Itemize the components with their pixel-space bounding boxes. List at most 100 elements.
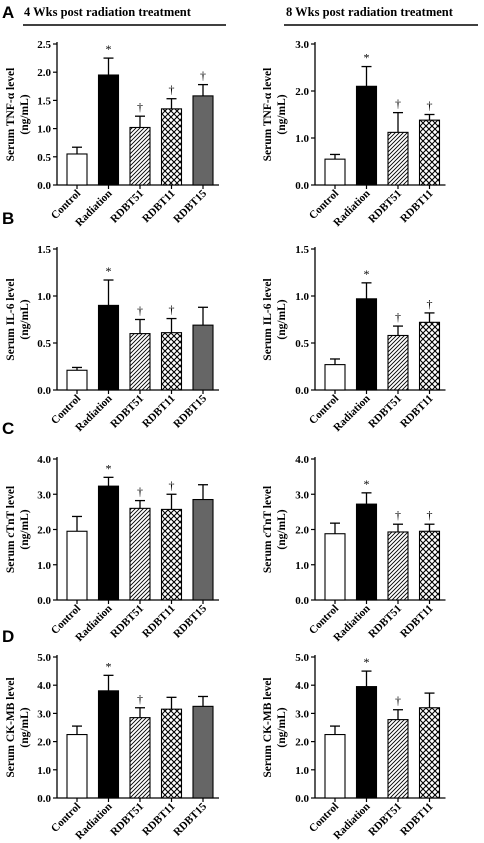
category-label: RDBT51: [108, 801, 146, 839]
bar: [192, 498, 214, 601]
significance-marker: †: [427, 297, 433, 311]
bar: [418, 530, 441, 601]
category-label: RDBT11: [140, 393, 177, 430]
y-axis-label: Serum IL-6 level: [262, 278, 274, 360]
y-tick-label: 2.0: [295, 86, 309, 98]
category-label: RDBT11: [398, 393, 435, 430]
category-label: RDBT51: [108, 393, 146, 431]
category-label: RDBT15: [171, 602, 209, 640]
y-tick-label: 1.0: [295, 291, 309, 303]
y-tick-label: 0.0: [295, 180, 309, 192]
panel-letter: D: [2, 627, 14, 646]
y-tick-label: 1.0: [37, 560, 51, 572]
bar: [66, 530, 88, 601]
significance-marker: *: [364, 51, 370, 65]
category-label: RDBT11: [140, 801, 177, 838]
y-axis-label: Serum CK-MB level: [262, 677, 274, 777]
bar: [324, 364, 346, 391]
bar: [418, 707, 441, 799]
bar: [418, 321, 441, 391]
y-axis-unit: (ng/mL): [276, 707, 288, 747]
bar: [160, 108, 183, 186]
y-axis-label: Serum CK-MB level: [5, 677, 17, 777]
y-tick-label: 5.0: [295, 652, 309, 664]
bar: [192, 705, 214, 799]
significance-marker: †: [395, 310, 401, 324]
bar: [355, 298, 378, 391]
category-label: RDBT11: [398, 603, 435, 640]
bar: [66, 153, 88, 186]
y-axis-label: Serum TNF-α level: [262, 68, 274, 162]
y-tick-label: 0.5: [37, 338, 51, 350]
y-tick-label: 1.5: [37, 95, 51, 107]
significance-marker: *: [106, 461, 112, 475]
y-tick-label: 0.0: [37, 595, 51, 607]
category-label: RDBT11: [398, 801, 435, 838]
category-label: RDBT51: [366, 801, 404, 839]
significance-marker: †: [395, 508, 401, 522]
y-tick-label: 2.0: [295, 525, 309, 537]
category-label: RDBT51: [366, 603, 404, 641]
bar: [129, 717, 151, 799]
y-tick-label: 0.0: [37, 385, 51, 397]
y-tick-label: 1.5: [295, 244, 309, 256]
significance-marker: †: [137, 100, 143, 114]
y-tick-label: 1.0: [37, 291, 51, 303]
bar: [355, 686, 378, 799]
category-label: RDBT11: [140, 603, 177, 640]
y-tick-label: 0.0: [37, 180, 51, 192]
y-axis-label: Serum cTnT level: [262, 486, 274, 573]
bar: [324, 158, 346, 186]
significance-marker: †: [169, 478, 175, 492]
chart-panel: D Serum CK-MB level (ng/mL) 0.0 1.0 2.0 3.0 4.0…: [2, 627, 219, 842]
y-tick-label: 2.0: [37, 525, 51, 537]
bar: [387, 131, 409, 186]
bar: [97, 690, 120, 799]
y-tick-label: 2.0: [295, 737, 309, 749]
significance-marker: *: [106, 42, 112, 56]
y-tick-label: 5.0: [37, 652, 51, 664]
y-tick-label: 1.5: [37, 244, 51, 256]
y-tick-label: 3.0: [37, 708, 51, 720]
y-axis-unit: (ng/mL): [276, 299, 288, 339]
panel-letter: A: [2, 3, 14, 22]
y-tick-label: 0.0: [37, 793, 51, 805]
y-tick-label: 4.0: [37, 680, 51, 692]
significance-marker: †: [137, 485, 143, 499]
category-label: RDBT51: [366, 188, 404, 226]
y-tick-label: 4.0: [37, 454, 51, 466]
chart-panel: Serum IL-6 level (ng/mL)0.00.51.01.5Contr…: [262, 244, 446, 434]
category-label: RDBT51: [366, 393, 404, 431]
y-tick-label: 1.0: [37, 124, 51, 136]
bar: [324, 533, 346, 601]
chart-panel: A Serum TNF-α level (ng/mL) 0.0 0.5 1.0 1.5 2.0…: [2, 3, 219, 229]
significance-marker: *: [364, 655, 370, 669]
y-tick-label: 0.0: [295, 385, 309, 397]
y-axis-unit: (ng/mL): [19, 299, 31, 339]
bar: [66, 369, 88, 391]
y-tick-label: 2.5: [37, 39, 51, 51]
y-axis-unit: (ng/mL): [276, 94, 288, 134]
header-right: 8 Wks post radiation treatment: [286, 5, 454, 19]
bar: [129, 507, 151, 601]
bar: [387, 334, 409, 391]
y-tick-label: 3.0: [295, 708, 309, 720]
header-left: 4 Wks post radiation treatment: [24, 5, 192, 19]
significance-marker: *: [106, 264, 112, 278]
bar: [192, 324, 214, 391]
y-tick-label: 1.0: [37, 765, 51, 777]
bar: [387, 531, 409, 601]
significance-marker: †: [395, 97, 401, 111]
y-tick-label: 2.0: [37, 737, 51, 749]
significance-marker: †: [169, 83, 175, 97]
panel-letter: C: [2, 419, 14, 438]
bar: [324, 733, 346, 799]
y-axis-label: Serum cTnT level: [5, 486, 17, 573]
y-tick-label: 3.0: [295, 39, 309, 51]
category-label: RDBT51: [108, 188, 146, 226]
significance-marker: †: [169, 303, 175, 317]
y-tick-label: 0.0: [295, 595, 309, 607]
y-tick-label: 2.0: [37, 67, 51, 79]
